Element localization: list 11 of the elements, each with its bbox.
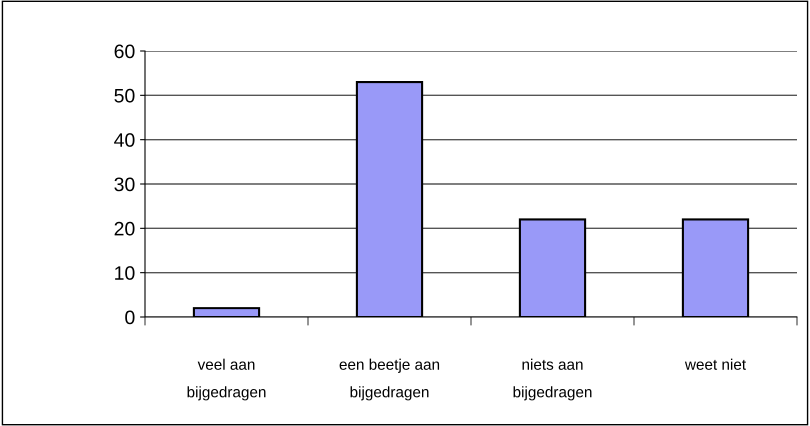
y-tick-label: 50 [114, 88, 135, 103]
x-tick-label: een beetje aan bijgedragen [340, 358, 440, 400]
y-tick-label: 0 [125, 310, 135, 324]
y-tick-label: 20 [114, 222, 135, 236]
x-tick-label: veel aan bijgedragen [188, 358, 266, 400]
y-tick-label: 60 [114, 44, 135, 58]
x-tick-label: weet niet [684, 358, 746, 370]
y-tick-label: 30 [114, 177, 135, 192]
x-tick-label: niets aan bijgedragen [514, 358, 592, 400]
y-tick-label: 10 [115, 266, 135, 280]
y-tick-label: 40 [114, 133, 135, 147]
